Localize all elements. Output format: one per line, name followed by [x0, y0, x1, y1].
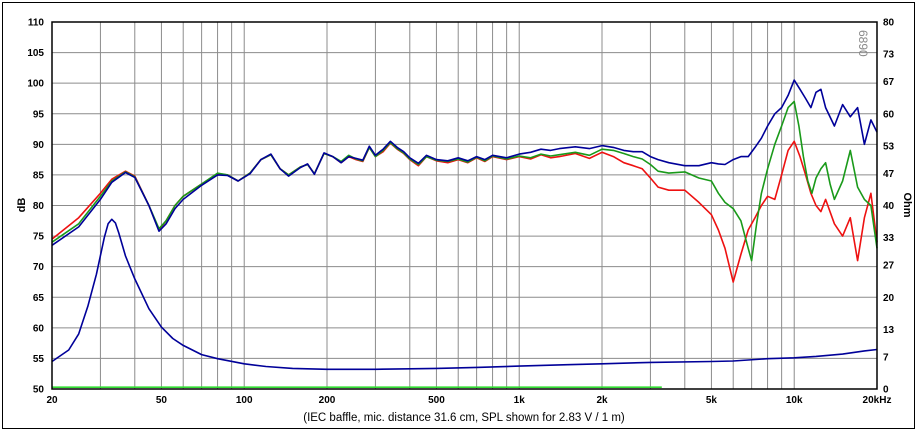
curves [51, 79, 878, 389]
y-right-tick-label: 13 [883, 325, 895, 336]
x-tick-label: 1k [514, 395, 526, 406]
y-left-tick-label: 110 [28, 18, 45, 29]
plot-border [51, 21, 878, 390]
series-line-3 [51, 79, 878, 246]
y-axis-label-right: Ohm [901, 192, 913, 217]
y-left-tick-label: 80 [33, 201, 45, 212]
x-tick-label: 500 [428, 395, 445, 406]
x-tick-label: 50 [156, 395, 168, 406]
y-left-tick-label: 55 [33, 354, 45, 365]
y-right-tick-label: 27 [883, 261, 895, 272]
y-right-tick-label: 7 [883, 352, 889, 363]
chart-caption: (IEC baffle, mic. distance 31.6 cm, SPL … [303, 412, 625, 424]
y-right-tick-label: 60 [883, 109, 895, 120]
y-right-tick-label: 80 [883, 18, 895, 29]
y-right-tick-label: 67 [883, 77, 895, 88]
x-tick-label: 2k [596, 395, 608, 406]
x-tick-label: 100 [236, 395, 253, 406]
y-left-tick-label: 75 [33, 232, 45, 243]
y-right-tick-label: 53 [883, 141, 895, 152]
y-axis-label-left: dB [16, 198, 28, 213]
y-right-tick-label: 0 [883, 385, 889, 396]
y-right-tick-label: 33 [883, 233, 895, 244]
grid [52, 22, 877, 389]
watermark: 6890 [856, 30, 870, 57]
y-left-tick-label: 60 [33, 323, 45, 334]
y-left-tick-label: 85 [33, 170, 45, 181]
y-right-tick-label: 40 [883, 201, 895, 212]
x-tick-label: 20 [46, 395, 58, 406]
y-left-tick-label: 95 [33, 109, 45, 120]
y-left-tick-label: 50 [33, 385, 45, 396]
y-left-tick-label: 100 [27, 79, 44, 90]
tick-labels: 20 50 100 200 500 1k 2k 5k 10k 20kHz5055606570758… [27, 18, 894, 407]
y-left-tick-label: 70 [33, 262, 45, 273]
x-tick-label: 20kHz [863, 395, 892, 406]
y-right-tick-label: 47 [883, 169, 895, 180]
y-right-tick-label: 73 [883, 50, 895, 61]
y-left-tick-label: 90 [33, 140, 45, 151]
y-right-tick-label: 20 [883, 293, 895, 304]
x-tick-label: 10k [786, 395, 803, 406]
y-left-tick-label: 65 [33, 293, 45, 304]
series-line-4 [51, 218, 878, 371]
y-left-tick-label: 105 [27, 48, 44, 59]
x-tick-label: 5k [706, 395, 718, 406]
x-tick-label: 200 [319, 395, 336, 406]
